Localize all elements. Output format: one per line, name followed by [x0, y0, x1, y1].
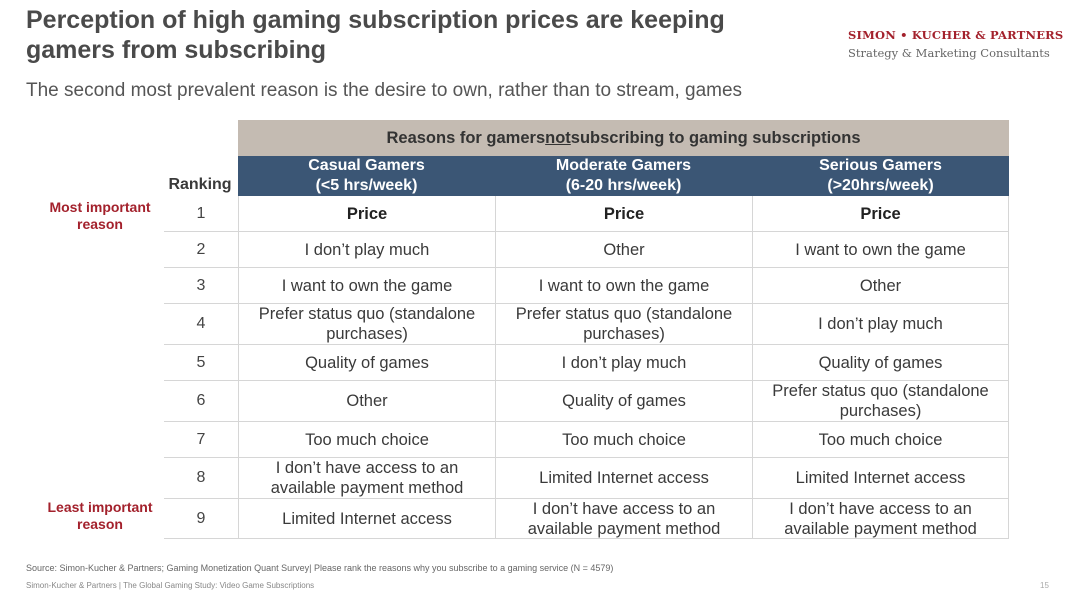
page-subtitle: The second most prevalent reason is the … [26, 80, 743, 101]
column-name: Moderate Gamers [555, 157, 692, 174]
column-name: Casual Gamers [308, 157, 425, 174]
casual-cell: I want to own the game [238, 268, 495, 303]
serious-cell: I want to own the game [752, 232, 1009, 267]
least-important-label: Least important reason [47, 499, 153, 532]
moderate-cell: Too much choice [495, 422, 752, 457]
casual-cell: Too much choice [238, 422, 495, 457]
rank-cell: 7 [196, 430, 206, 448]
rank-cell: 2 [196, 240, 206, 258]
moderate-cell: Price [495, 196, 752, 231]
rank-cell: 3 [196, 276, 206, 294]
serious-cell: Too much choice [752, 422, 1009, 457]
moderate-cell: I want to own the game [495, 268, 752, 303]
moderate-cell: I don’t have access to an available paym… [495, 499, 752, 538]
rank-cell: 6 [196, 392, 206, 409]
serious-cell: Price [752, 196, 1009, 231]
footer-study: Simon-Kucher & Partners | The Global Gam… [26, 581, 315, 590]
casual-cell: Limited Internet access [238, 499, 495, 538]
column-headers: Casual Gamers (<5 hrs/week) Moderate Gam… [238, 156, 1009, 196]
column-header-serious: Serious Gamers (>20hrs/week) [752, 156, 1009, 196]
moderate-cell: Other [495, 232, 752, 267]
serious-cell: Other [752, 268, 1009, 303]
table-title-emphasis: not [545, 128, 571, 147]
table-row: 8 I don’t have access to an available pa… [164, 458, 1009, 499]
table-row: 6 Other Quality of games Prefer status q… [164, 381, 1009, 422]
most-important-label: Most important reason [49, 199, 151, 232]
rank-cell: 4 [196, 315, 206, 332]
company-logo: SIMON • KUCHER & PARTNERS Strategy & Mar… [848, 28, 1063, 60]
column-header-moderate: Moderate Gamers (6-20 hrs/week) [495, 156, 752, 196]
logo-name: SIMON • KUCHER & PARTNERS [848, 28, 1064, 42]
column-header-casual: Casual Gamers (<5 hrs/week) [238, 156, 495, 196]
moderate-cell: Quality of games [495, 381, 752, 421]
casual-cell: Quality of games [238, 345, 495, 380]
column-range: (<5 hrs/week) [315, 177, 418, 194]
column-range: (>20hrs/week) [827, 177, 934, 194]
logo-tagline: Strategy & Marketing Consultants [848, 46, 1050, 60]
table-title-end: subscribing to gaming subscriptions [570, 128, 861, 147]
rank-cell: 8 [196, 469, 206, 486]
page-title: Perception of high gaming subscription p… [26, 6, 725, 64]
table-row: 4 Prefer status quo (standalone purchase… [164, 304, 1009, 345]
serious-cell: I don’t have access to an available paym… [752, 499, 1009, 538]
rank-cell: 9 [196, 509, 206, 527]
source-note: Source: Simon-Kucher & Partners; Gaming … [26, 563, 614, 573]
table-row: 5 Quality of games I don’t play much Qua… [164, 345, 1009, 381]
column-range: (6-20 hrs/week) [565, 177, 682, 194]
rank-cell: 5 [196, 353, 206, 371]
casual-cell: Price [238, 196, 495, 231]
table-title: Reasons for gamers not subscribing to ga… [238, 120, 1009, 156]
serious-cell: Limited Internet access [752, 458, 1009, 498]
table-row: 9 Limited Internet access I don’t have a… [164, 499, 1009, 539]
moderate-cell: I don’t play much [495, 345, 752, 380]
reasons-table: 1 Price Price Price 2 I don’t play much … [164, 196, 1009, 539]
casual-cell: Other [238, 381, 495, 421]
casual-cell: Prefer status quo (standalone purchases) [238, 304, 495, 344]
rank-cell: 1 [196, 204, 206, 222]
table-row: 1 Price Price Price [164, 196, 1009, 232]
table-title-start: Reasons for gamers [386, 128, 546, 147]
table-row: 3 I want to own the game I want to own t… [164, 268, 1009, 304]
ranking-header: Ranking [168, 176, 232, 193]
page-number: 15 [1040, 581, 1049, 590]
moderate-cell: Prefer status quo (standalone purchases) [495, 304, 752, 344]
serious-cell: Prefer status quo (standalone purchases) [752, 381, 1009, 421]
moderate-cell: Limited Internet access [495, 458, 752, 498]
serious-cell: Quality of games [752, 345, 1009, 380]
column-name: Serious Gamers [819, 157, 942, 174]
casual-cell: I don’t play much [238, 232, 495, 267]
casual-cell: I don’t have access to an available paym… [238, 458, 495, 498]
table-row: 2 I don’t play much Other I want to own … [164, 232, 1009, 268]
table-row: 7 Too much choice Too much choice Too mu… [164, 422, 1009, 458]
serious-cell: I don’t play much [752, 304, 1009, 344]
